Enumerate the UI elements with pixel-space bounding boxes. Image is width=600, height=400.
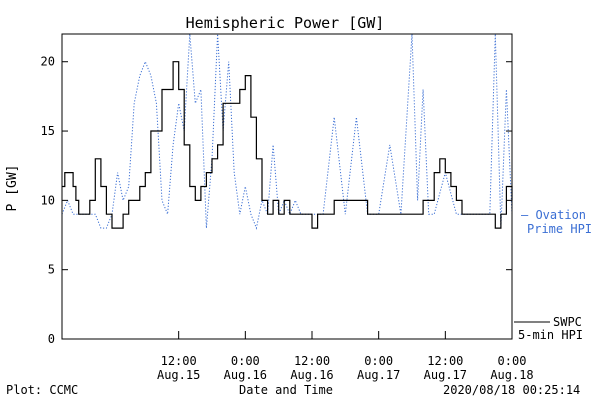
x-tick-date-label: Aug.15 bbox=[157, 368, 200, 382]
legend-swpc: SWPC 5-min HPI bbox=[514, 315, 583, 342]
series-ovation-line bbox=[61, 33, 513, 230]
y-axis-label: P [GW] bbox=[5, 165, 20, 212]
y-tick-label: 20 bbox=[41, 55, 55, 69]
x-tick-date-label: Aug.17 bbox=[424, 368, 467, 382]
plot-credit: Plot: CCMC bbox=[6, 383, 79, 397]
x-tick-time-label: 12:00 bbox=[294, 354, 330, 368]
y-tick-label: 10 bbox=[41, 193, 55, 207]
y-tick-label: 15 bbox=[41, 124, 55, 138]
y-axis-ticks: 0 5 10 15 20 bbox=[41, 55, 512, 346]
x-tick-date-label: Aug.18 bbox=[490, 368, 533, 382]
x-tick-time-label: 0:00 bbox=[498, 354, 527, 368]
legend-swpc-label-line1: SWPC bbox=[553, 315, 582, 329]
plot-timestamp: 2020/08/18 00:25:14 bbox=[443, 383, 581, 397]
legend-swpc-label-line2: 5-min HPI bbox=[518, 328, 583, 342]
x-tick-time-label: 0:00 bbox=[364, 354, 393, 368]
legend-ovation-label-line1: — Ovation bbox=[521, 208, 586, 222]
x-tick-date-label: Aug.16 bbox=[224, 368, 267, 382]
series-layer bbox=[61, 33, 513, 230]
x-tick-date-label: Aug.17 bbox=[357, 368, 400, 382]
x-tick-time-label: 12:00 bbox=[427, 354, 463, 368]
x-tick-date-label: Aug.16 bbox=[290, 368, 333, 382]
plot-frame bbox=[61, 33, 513, 340]
y-tick-label: 0 bbox=[48, 332, 55, 346]
legend-ovation-label-line2: Prime HPI bbox=[527, 222, 592, 236]
x-axis-label: Date and Time bbox=[239, 383, 333, 397]
x-tick-time-label: 12:00 bbox=[161, 354, 197, 368]
x-axis-ticks: 12:00Aug.150:00Aug.1612:00Aug.160:00Aug.… bbox=[157, 331, 534, 382]
series-swpc-line bbox=[62, 61, 513, 229]
chart-title: Hemispheric Power [GW] bbox=[186, 14, 385, 32]
legend-ovation-prime: — Ovation Prime HPI bbox=[521, 208, 592, 236]
x-tick-time-label: 0:00 bbox=[231, 354, 260, 368]
y-tick-label: 5 bbox=[48, 263, 55, 277]
